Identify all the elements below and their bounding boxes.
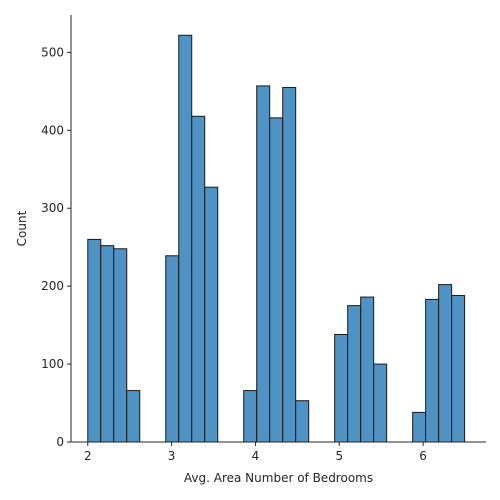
y-tick-label-5: 500	[41, 45, 64, 59]
x-tick-label-4: 6	[419, 449, 427, 463]
histogram-bar-1	[100, 245, 115, 443]
histogram-bar-0	[87, 238, 102, 443]
x-ticks: 2 3 4 5 6	[84, 442, 427, 463]
histogram-bar-3	[126, 390, 141, 443]
histogram-bar-19	[438, 284, 453, 443]
histogram-bar-11	[282, 86, 297, 443]
x-tick-label-2: 4	[252, 449, 260, 463]
histogram-bar-2	[113, 248, 128, 443]
y-ticks: 0 100 200 300 400 500	[41, 45, 71, 449]
y-tick-label-2: 200	[41, 279, 64, 293]
y-tick-label-3: 300	[41, 201, 64, 215]
bars-group	[87, 34, 466, 443]
histogram-bar-4	[165, 255, 180, 443]
histogram-bar-8	[243, 390, 258, 443]
histogram-bar-20	[451, 295, 466, 443]
x-tick-label-3: 5	[335, 449, 343, 463]
histogram-bar-6	[191, 115, 206, 443]
histogram-bar-10	[269, 117, 284, 443]
y-axis-label: Count	[15, 210, 29, 246]
histogram-bar-18	[425, 298, 440, 443]
x-tick-label-1: 3	[168, 449, 176, 463]
histogram-bar-7	[204, 186, 219, 443]
y-tick-label-1: 100	[41, 357, 64, 371]
histogram-bar-5	[178, 34, 193, 443]
histogram-bar-15	[360, 296, 375, 443]
histogram-bar-9	[256, 85, 271, 443]
histogram-bar-12	[295, 400, 310, 443]
x-axis-label: Avg. Area Number of Bedrooms	[184, 471, 373, 485]
histogram-bar-13	[334, 333, 349, 443]
x-tick-label-0: 2	[84, 449, 92, 463]
histogram-bar-17	[412, 411, 427, 443]
histogram-bar-16	[373, 363, 388, 443]
histogram-bar-14	[347, 305, 362, 443]
y-tick-label-0: 0	[56, 435, 64, 449]
y-tick-label-4: 400	[41, 123, 64, 137]
